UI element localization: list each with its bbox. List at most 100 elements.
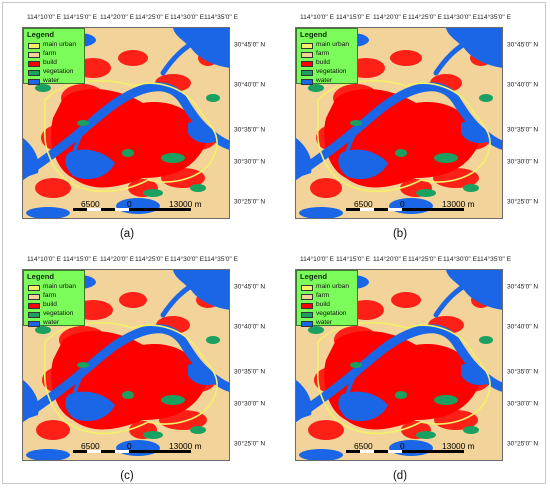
legend-item: vegetation xyxy=(28,310,88,319)
scale-bar-line xyxy=(346,208,464,211)
scale-label-left: 6500 xyxy=(354,441,373,451)
scale-bar-line xyxy=(73,208,191,211)
legend-label: build xyxy=(43,301,57,308)
legend-item: farm xyxy=(301,50,361,59)
legend-title: Legend xyxy=(27,30,55,39)
latitude-label: 30°35'0" N xyxy=(507,368,539,376)
latitude-label: 30°30'0" N xyxy=(234,400,266,408)
longitude-labels: 114°10'0" E 114°15'0" E 114°20'0" E 114°25'… xyxy=(22,256,238,266)
latitude-label: 30°25'0" N xyxy=(234,440,266,448)
longitude-label: 114°20'0" E xyxy=(100,14,134,21)
scale-label-mid: 0 xyxy=(400,441,405,451)
legend-label: main urban xyxy=(43,41,76,48)
panel-caption: (d) xyxy=(392,470,408,482)
scale-label-left: 6500 xyxy=(354,199,373,209)
latitude-label: 30°25'0" N xyxy=(507,198,539,206)
scale-label-right: 13000 m xyxy=(169,441,202,451)
longitude-label: 114°30'0" E xyxy=(443,14,477,21)
legend-item: main urban xyxy=(301,283,361,292)
map-panel: 114°10'0" E 114°15'0" E 114°20'0" E 114°25'… xyxy=(278,244,546,484)
scale-bar-segment xyxy=(87,208,101,211)
longitude-label: 114°25'0" E xyxy=(408,14,442,21)
scale-bar-segment xyxy=(87,450,101,453)
scale-bar: 6500 0 13000 m xyxy=(342,199,475,213)
latitude-label: 30°45'0" N xyxy=(507,41,539,49)
land-use-map xyxy=(22,27,230,219)
legend-swatch xyxy=(301,285,313,291)
legend-item: water xyxy=(301,77,361,86)
legend-swatch xyxy=(301,52,313,58)
scale-label-mid: 0 xyxy=(127,441,132,451)
legend-swatch xyxy=(28,52,40,58)
legend-label: main urban xyxy=(43,283,76,290)
scale-label-right: 13000 m xyxy=(169,199,202,209)
longitude-labels: 114°10'0" E 114°15'0" E 114°20'0" E 114°25'… xyxy=(22,14,238,24)
longitude-labels: 114°10'0" E 114°15'0" E 114°20'0" E 114°25'… xyxy=(295,256,511,266)
map-panel: 114°10'0" E 114°15'0" E 114°20'0" E 114°25'… xyxy=(5,244,273,484)
legend-swatch xyxy=(301,70,313,76)
longitude-label: 114°25'0" E xyxy=(135,14,169,21)
legend-label: farm xyxy=(43,50,57,57)
scale-bar-line xyxy=(346,450,464,453)
legend-swatch xyxy=(28,43,40,49)
latitude-labels: 30°45'0" N 30°40'0" N 30°35'0" N 30°30'0" N… xyxy=(234,27,284,219)
latitude-labels: 30°45'0" N 30°40'0" N 30°35'0" N 30°30'0" N… xyxy=(507,27,550,219)
legend-label: water xyxy=(316,319,333,326)
legend-title: Legend xyxy=(300,30,328,39)
panel-caption: (c) xyxy=(120,470,134,482)
longitude-label: 114°20'0" E xyxy=(373,256,407,263)
scale-bar-segment xyxy=(115,450,129,453)
legend-item: water xyxy=(28,77,88,86)
scale-label-mid: 0 xyxy=(127,199,132,209)
latitude-labels: 30°45'0" N 30°40'0" N 30°35'0" N 30°30'0" N… xyxy=(507,269,550,461)
legend: Legend main urban farm build vegetation water xyxy=(296,28,361,86)
legend-swatch xyxy=(28,285,40,291)
legend-label: main urban xyxy=(316,283,349,290)
legend-swatch xyxy=(301,43,313,49)
legend: Legend main urban farm build vegetation water xyxy=(296,270,361,328)
legend-label: water xyxy=(43,77,60,84)
legend-swatch xyxy=(301,321,313,327)
legend-swatch xyxy=(28,294,40,300)
latitude-label: 30°40'0" N xyxy=(234,81,266,89)
latitude-label: 30°30'0" N xyxy=(234,158,266,166)
scale-bar: 6500 0 13000 m xyxy=(342,441,475,455)
longitude-label: 114°10'0" E xyxy=(27,14,61,21)
longitude-label: 114°30'0" E xyxy=(443,256,477,263)
latitude-labels: 30°45'0" N 30°40'0" N 30°35'0" N 30°30'0" N… xyxy=(234,269,284,461)
latitude-label: 30°35'0" N xyxy=(234,126,266,134)
legend-item: build xyxy=(301,301,361,310)
latitude-label: 30°40'0" N xyxy=(507,323,539,331)
legend-label: farm xyxy=(316,292,330,299)
legend-item: water xyxy=(301,319,361,328)
legend-label: vegetation xyxy=(316,68,347,75)
longitude-label: 114°10'0" E xyxy=(300,14,334,21)
longitude-label: 114°35'0" E xyxy=(204,14,238,21)
legend-item: vegetation xyxy=(28,68,88,77)
legend-item: farm xyxy=(28,50,88,59)
longitude-label: 114°30'0" E xyxy=(170,14,204,21)
legend-item: build xyxy=(28,59,88,68)
scale-bar-segment xyxy=(360,208,374,211)
legend: Legend main urban farm build vegetation water xyxy=(23,28,88,86)
legend-item: main urban xyxy=(28,283,88,292)
longitude-label: 114°30'0" E xyxy=(170,256,204,263)
longitude-label: 114°15'0" E xyxy=(63,256,97,263)
legend-item: vegetation xyxy=(301,310,361,319)
legend-label: vegetation xyxy=(43,68,74,75)
longitude-label: 114°10'0" E xyxy=(300,256,334,263)
legend-title: Legend xyxy=(27,272,55,281)
longitude-label: 114°15'0" E xyxy=(336,256,370,263)
scale-label-right: 13000 m xyxy=(442,199,475,209)
latitude-label: 30°30'0" N xyxy=(507,158,539,166)
latitude-label: 30°30'0" N xyxy=(507,400,539,408)
scale-bar: 6500 0 13000 m xyxy=(69,441,202,455)
latitude-label: 30°25'0" N xyxy=(507,440,539,448)
longitude-label: 114°25'0" E xyxy=(135,256,169,263)
latitude-label: 30°45'0" N xyxy=(507,283,539,291)
legend-item: farm xyxy=(301,292,361,301)
longitude-label: 114°15'0" E xyxy=(63,14,97,21)
scale-label-right: 13000 m xyxy=(442,441,475,451)
scale-label-left: 6500 xyxy=(81,199,100,209)
legend-swatch xyxy=(28,70,40,76)
